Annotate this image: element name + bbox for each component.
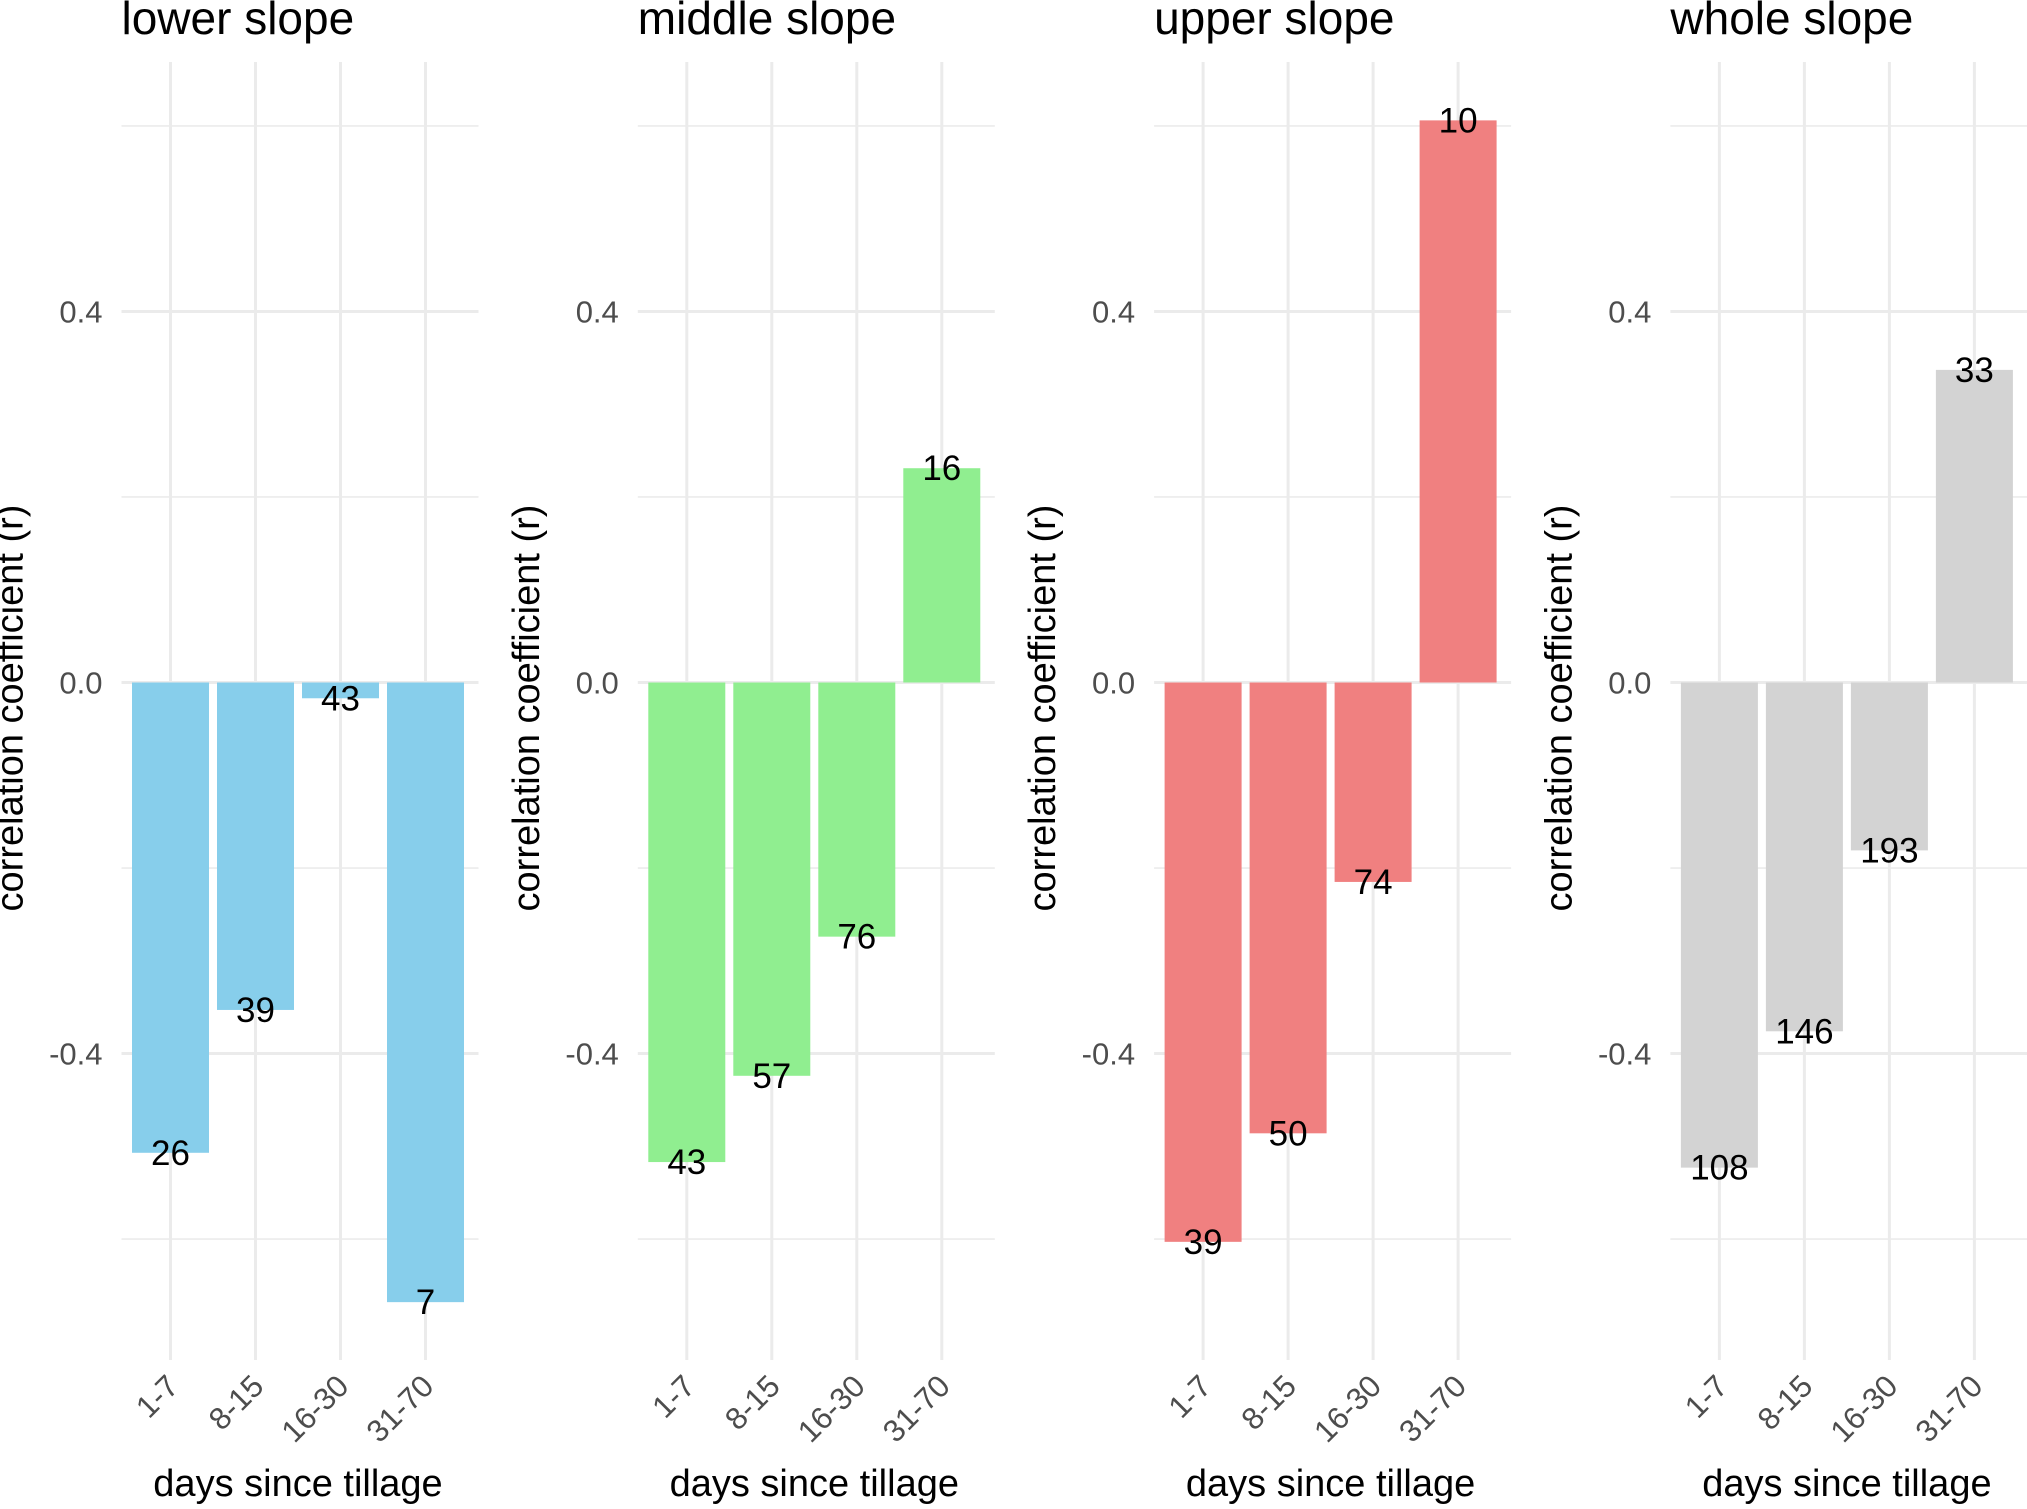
- facet-panel-middle-slope: 43 57 76 16 -0.4 0.0 0.4 1-7 8-15 16-30 31-70 middl…: [506, 0, 995, 1505]
- data-label: 193: [1860, 831, 1918, 870]
- data-label: 76: [837, 918, 876, 957]
- bar-31-70: [1419, 120, 1497, 683]
- x-tick-label: 31-70: [876, 1368, 957, 1449]
- bar-31-70: [387, 682, 464, 1303]
- x-tick-label: 16-30: [791, 1368, 872, 1449]
- x-tick-label: 1-7: [645, 1368, 701, 1424]
- bar-16-30: [1850, 682, 1928, 851]
- facet-panel-upper-slope: 39 50 74 10 -0.4 0.0 0.4 1-7 8-15 16-30 31-70 upper…: [1022, 0, 1512, 1505]
- facet-title: upper slope: [1154, 0, 1394, 44]
- data-label: 43: [321, 679, 360, 718]
- y-tick-label: 0.0: [1608, 666, 1651, 701]
- data-label: 39: [1184, 1223, 1223, 1262]
- y-tick-label: -0.4: [1598, 1037, 1651, 1072]
- bar-1-7: [1680, 682, 1758, 1168]
- x-tick-label: 8-15: [718, 1368, 787, 1437]
- x-tick-label: 8-15: [1751, 1368, 1820, 1437]
- bar-8-15: [1249, 682, 1327, 1134]
- bar-8-15: [217, 682, 294, 1010]
- y-tick-label: 0.0: [59, 666, 102, 701]
- data-label: 43: [667, 1143, 706, 1182]
- x-tick-label: 31-70: [1392, 1368, 1473, 1449]
- bar-16-30: [302, 682, 379, 699]
- x-tick-label: 8-15: [1234, 1368, 1303, 1437]
- data-label: 74: [1354, 863, 1393, 902]
- data-label: 146: [1775, 1012, 1833, 1051]
- bar-16-30: [818, 682, 896, 937]
- x-tick-label: 16-30: [1307, 1368, 1388, 1449]
- x-tick-label: 16-30: [275, 1368, 356, 1449]
- y-tick-label: -0.4: [49, 1037, 102, 1072]
- y-tick-label: 0.4: [1608, 294, 1651, 329]
- y-axis-title: correlation coefficient (r): [506, 505, 548, 912]
- y-tick-label: -0.4: [1082, 1037, 1135, 1072]
- facet-title: middle slope: [638, 0, 896, 44]
- x-tick-label: 1-7: [1162, 1368, 1218, 1424]
- data-label: 26: [151, 1134, 190, 1173]
- data-label: 33: [1955, 351, 1994, 390]
- y-tick-label: 0.4: [1092, 294, 1135, 329]
- y-tick-label: 0.0: [1092, 666, 1135, 701]
- data-label: 108: [1690, 1149, 1748, 1188]
- x-tick-label: 1-7: [1678, 1368, 1734, 1424]
- x-tick-label: 31-70: [1909, 1368, 1990, 1449]
- bar-8-15: [733, 682, 811, 1076]
- bar-1-7: [648, 682, 726, 1163]
- bar-31-70: [903, 468, 981, 683]
- data-label: 50: [1269, 1114, 1308, 1153]
- bar-1-7: [1164, 682, 1242, 1242]
- facet-title: whole slope: [1669, 0, 1913, 44]
- data-label: 16: [922, 449, 961, 488]
- bar-16-30: [1334, 682, 1412, 882]
- x-axis-title: days since tillage: [670, 1463, 959, 1505]
- y-tick-label: 0.4: [59, 294, 102, 329]
- x-tick-label: 16-30: [1824, 1368, 1905, 1449]
- x-axis-title: days since tillage: [1702, 1463, 1991, 1505]
- facet-title: lower slope: [122, 0, 355, 44]
- facet-panel-whole-slope: 108 146 193 33 -0.4 0.0 0.4 1-7 8-15 16-30 31-70 wh…: [1538, 0, 2027, 1505]
- x-axis-title: days since tillage: [1186, 1463, 1475, 1505]
- x-tick-label: 31-70: [360, 1368, 441, 1449]
- data-label: 57: [752, 1057, 791, 1096]
- y-tick-label: -0.4: [565, 1037, 618, 1072]
- y-axis-title: correlation coefficient (r): [1538, 505, 1580, 912]
- x-tick-label: 8-15: [202, 1368, 271, 1437]
- data-label: 7: [416, 1283, 435, 1322]
- y-axis-title: correlation coefficient (r): [0, 505, 32, 912]
- bar-31-70: [1935, 369, 2013, 683]
- x-axis-title: days since tillage: [153, 1463, 442, 1505]
- data-label: 10: [1439, 101, 1478, 140]
- bar-8-15: [1765, 682, 1843, 1032]
- x-tick-label: 1-7: [129, 1368, 185, 1424]
- bar-1-7: [132, 682, 209, 1153]
- y-tick-label: 0.4: [576, 294, 619, 329]
- y-tick-label: 0.0: [576, 666, 619, 701]
- facet-panel-lower-slope: 26 39 43 7 -0.4 0.0 0.4 1-7 8-15 16-30 31-70 lower …: [0, 0, 479, 1505]
- y-axis-title: correlation coefficient (r): [1022, 505, 1064, 912]
- data-label: 39: [236, 991, 275, 1030]
